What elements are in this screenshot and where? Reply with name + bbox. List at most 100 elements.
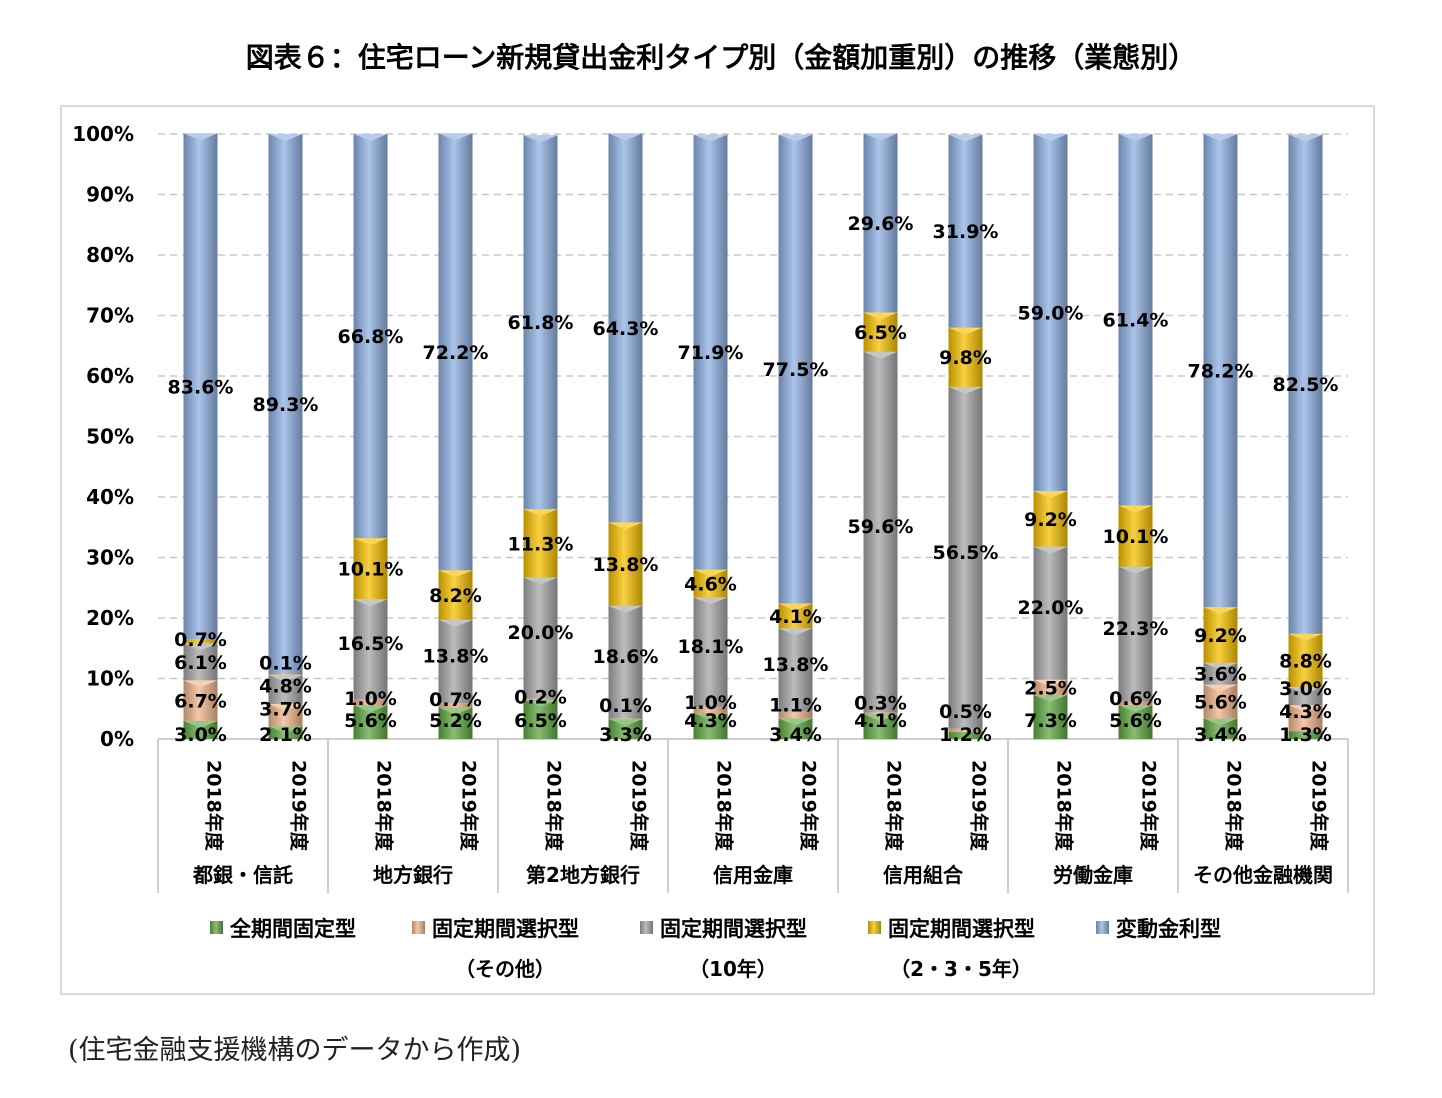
data-label: 4.3%	[1279, 701, 1332, 723]
data-label: 11.3%	[508, 533, 574, 555]
bar-segment	[693, 134, 728, 570]
legend-sublabel: （その他）	[455, 957, 555, 981]
group-label: 信用組合	[883, 863, 964, 887]
bar-segment	[948, 134, 983, 328]
bar-segment	[268, 674, 303, 675]
data-label: 0.1%	[259, 652, 312, 674]
data-label: 9.8%	[939, 347, 992, 369]
bar-segment	[1118, 134, 1153, 506]
data-label: 3.7%	[259, 698, 312, 720]
bar-bevel	[1118, 505, 1153, 513]
data-label: 10.1%	[338, 559, 404, 581]
bar-segment	[778, 134, 813, 604]
bar-bevel	[183, 643, 218, 651]
y-tick-label: 20%	[86, 606, 134, 630]
data-label: 9.2%	[1194, 625, 1247, 647]
bar-segment	[778, 718, 813, 739]
bar-segment	[778, 711, 813, 719]
bar-segment	[268, 703, 303, 727]
bar-segment	[778, 628, 813, 712]
data-label: 7.3%	[1024, 710, 1077, 732]
bar-bevel	[863, 351, 898, 359]
data-label: 59.0%	[1018, 302, 1084, 324]
group-label: 都銀・信託	[192, 863, 293, 887]
bar-segment	[1288, 731, 1323, 739]
bar-bevel	[353, 705, 388, 713]
stacked-bar-chart: 0% 10% 20% 30% 40% 50% 60% 70% 80% 90% 100% 3.0% 6.7…	[72, 122, 1349, 981]
bar-segment	[183, 720, 218, 739]
data-label: 1.0%	[344, 688, 397, 710]
data-label: 29.6%	[848, 213, 914, 235]
bar-segment	[523, 577, 558, 699]
bar-bevel	[693, 712, 728, 720]
bar-segment	[863, 712, 898, 715]
legend-sublabel: （2・3・5年）	[890, 957, 1032, 981]
bar-bevel	[523, 699, 558, 707]
y-tick-label: 50%	[86, 425, 134, 449]
bar-segment	[438, 133, 473, 571]
bar-bevel	[438, 570, 473, 578]
data-label: 6.1%	[174, 652, 227, 674]
bar-bevel	[948, 327, 983, 335]
legend-swatch	[640, 921, 653, 934]
data-label: 61.8%	[508, 312, 574, 334]
bar-bevel	[353, 538, 388, 546]
x-tick-label: 2018年度	[543, 760, 566, 852]
data-label: 3.0%	[1279, 678, 1332, 700]
data-label: 56.5%	[933, 542, 999, 564]
bar-segment	[438, 703, 473, 708]
bar-segment	[523, 509, 558, 578]
y-tick-label: 60%	[86, 364, 134, 388]
bar-bevel	[1288, 705, 1323, 713]
bar-bevel	[1033, 546, 1068, 554]
x-tick-label: 2019年度	[968, 760, 991, 852]
bar-bevel	[608, 719, 643, 727]
data-label: 3.3%	[599, 724, 652, 746]
bar-segment	[1288, 134, 1323, 634]
bar-segment	[608, 718, 643, 720]
bar-bevel	[1288, 686, 1323, 694]
bar-segment	[1203, 134, 1238, 608]
data-label: 4.1%	[854, 710, 907, 732]
data-label: 78.2%	[1188, 361, 1254, 383]
bar-segment	[438, 570, 473, 620]
bar-bevel	[353, 134, 388, 141]
data-label: 66.8%	[338, 326, 404, 348]
bar-bevel	[268, 726, 303, 734]
bar-segment	[523, 698, 558, 700]
bar-bevel	[1118, 566, 1153, 574]
bar-segment	[1203, 662, 1238, 685]
bar-bevel	[523, 577, 558, 585]
data-label: 18.6%	[593, 646, 659, 668]
bar-segment	[608, 133, 643, 523]
data-label: 22.0%	[1018, 597, 1084, 619]
bar-segment	[1033, 546, 1068, 680]
bar-segment	[948, 327, 983, 387]
bar-segment	[863, 351, 898, 713]
y-tick-label: 90%	[86, 183, 134, 207]
x-tick-label: 2019年度	[1138, 760, 1161, 852]
y-tick-label: 10%	[86, 667, 134, 691]
data-label: 0.5%	[939, 701, 992, 723]
bar-bevel	[693, 134, 728, 142]
data-label: 13.8%	[423, 646, 489, 668]
bar-segment	[948, 386, 983, 729]
bar-segment	[1288, 686, 1323, 706]
data-label: 3.4%	[1194, 724, 1247, 746]
data-label: 0.7%	[174, 629, 227, 651]
bar-segment	[1203, 718, 1238, 739]
bar-bevel	[523, 509, 558, 517]
legend-label: 全期間固定型	[229, 917, 356, 941]
group-label: 地方銀行	[373, 863, 453, 887]
group-label: 労働金庫	[1053, 863, 1133, 887]
bar-segment	[1033, 694, 1068, 739]
x-tick-label: 2019年度	[288, 760, 311, 852]
y-tick-label: 80%	[86, 243, 134, 267]
x-tick-label: 2019年度	[798, 760, 821, 852]
data-label: 1.0%	[684, 692, 737, 714]
bar-segment	[1203, 607, 1238, 663]
data-label: 31.9%	[933, 221, 999, 243]
y-tick-label: 0%	[100, 727, 134, 751]
bar-bevel	[1033, 134, 1068, 141]
data-label: 18.1%	[678, 636, 744, 658]
